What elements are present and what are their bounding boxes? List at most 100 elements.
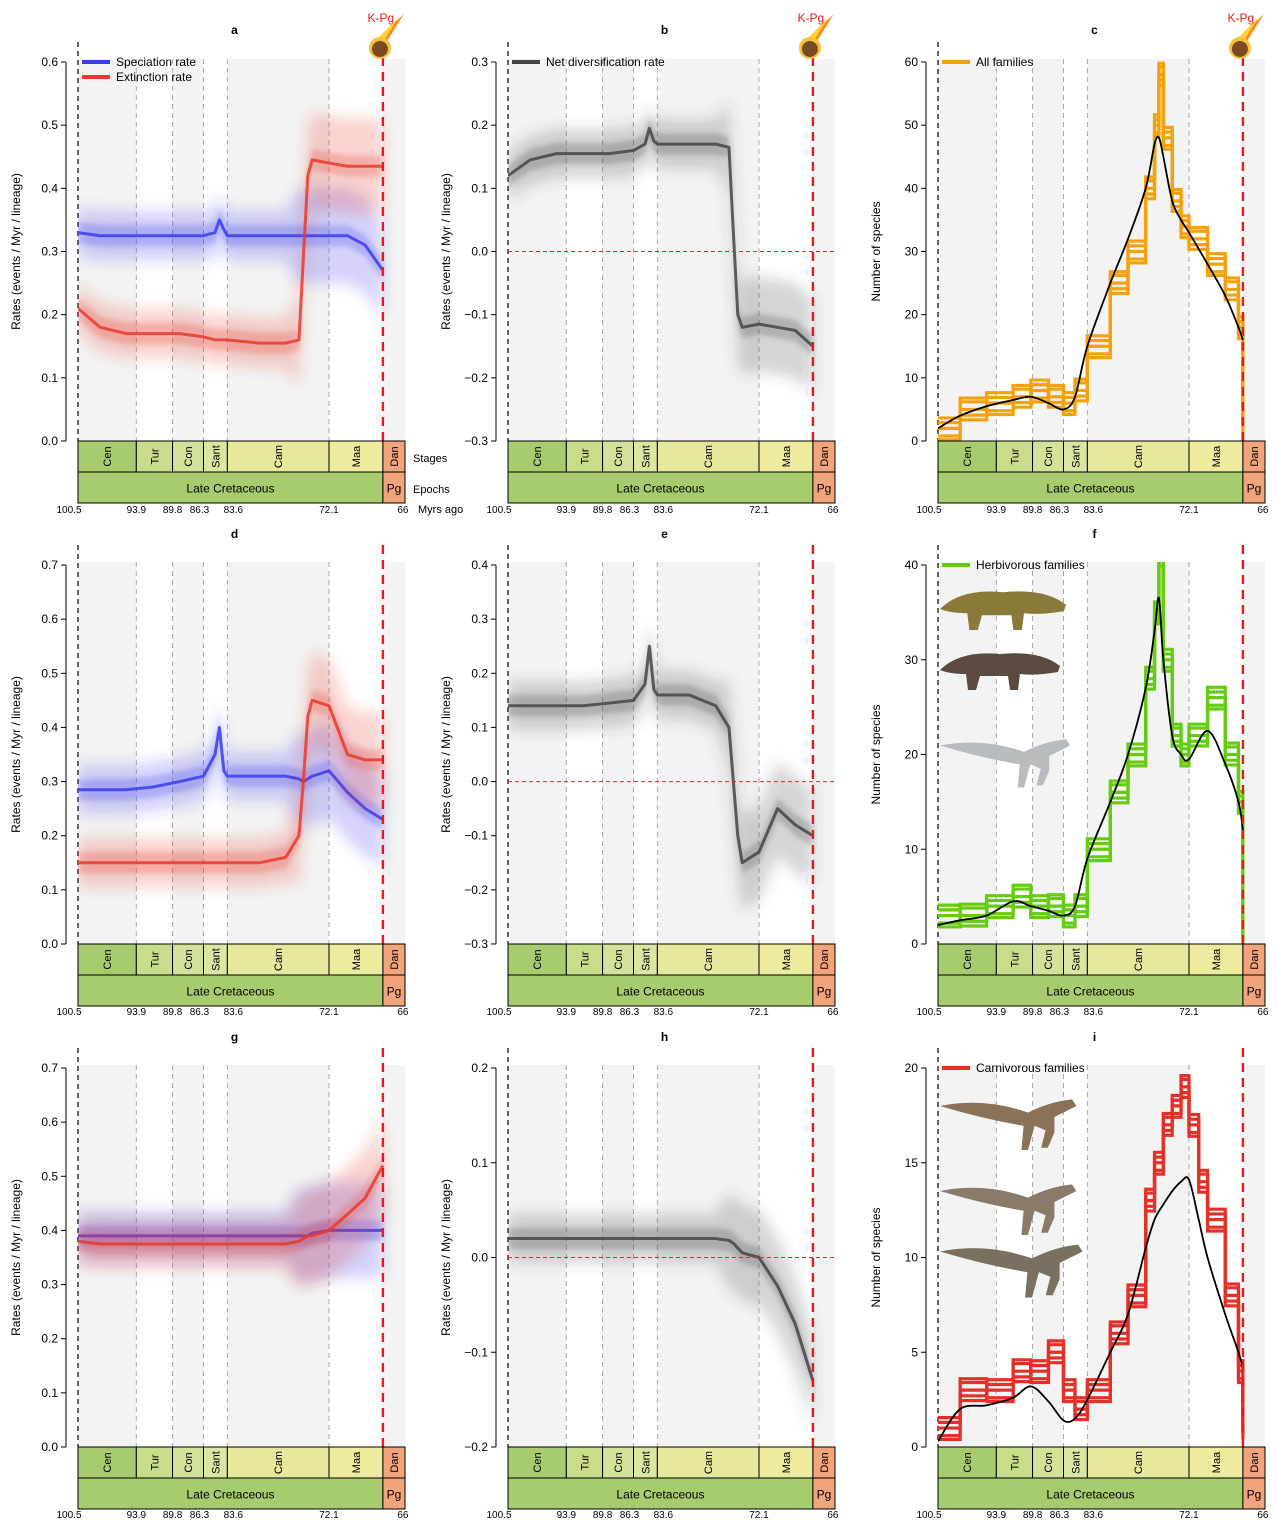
panel-h: −0.2 −0.1 0.0 0.1 0.2 Rates (events / Myr / l…: [439, 1030, 839, 1521]
stage-label: Dan: [389, 446, 401, 466]
panel-c: 0 10 20 30 40 50 60 Number of species c All famil…: [869, 11, 1269, 516]
stage-box-Maa: [328, 1446, 384, 1479]
epoch-box: [812, 1477, 836, 1510]
y-tick-label: 15: [905, 1156, 919, 1170]
y-tick-label: 0.0: [41, 434, 58, 448]
stage-box-Cen: [77, 943, 137, 976]
age-tick-label: 89.8: [593, 1007, 613, 1018]
age-tick-label: 72.1: [1179, 1007, 1199, 1018]
age-tick-label: 100.5: [486, 1510, 511, 1521]
age-tick-label: 89.8: [1023, 1007, 1043, 1018]
kpg-label: K-Pg: [368, 11, 395, 25]
panel-letter: d: [231, 527, 238, 541]
stage-label: Cam: [1133, 948, 1145, 971]
stage-label: Sant: [210, 445, 222, 468]
epoch-box: [507, 1477, 814, 1510]
epoch-box: [1242, 1477, 1266, 1510]
epoch-box: [812, 471, 836, 504]
panel-b: −0.3 −0.2 −0.1 0.0 0.1 0.2 0.3 Rates (events / …: [439, 11, 839, 516]
stage-label: Dan: [819, 446, 831, 466]
legend-label: All families: [976, 55, 1033, 69]
stage-box-Tur: [565, 943, 604, 976]
row-label-epochs: Epochs: [413, 484, 450, 496]
age-tick-label: 72.1: [319, 1007, 339, 1018]
y-tick-label: −0.3: [464, 937, 488, 951]
stage-box-Cen: [507, 440, 567, 473]
age-tick-label: 100.5: [486, 505, 511, 516]
stage-label: Cen: [962, 949, 974, 969]
y-tick-label: 0.4: [41, 720, 58, 734]
stage-label: Tur: [579, 951, 591, 967]
stage-shade-Cen: [508, 562, 567, 944]
epoch-label: Pg: [817, 482, 832, 496]
age-tick-label: 89.8: [163, 1007, 183, 1018]
y-tick-label: 0.7: [41, 558, 58, 572]
data-layer: [78, 112, 385, 388]
species-count-step-3: [938, 1077, 1245, 1438]
stage-label: Tur: [1009, 448, 1021, 464]
legend-label: Extinction rate: [116, 70, 192, 84]
ankylosaur-illustration: [940, 591, 1066, 630]
stage-label: Cam: [703, 445, 715, 468]
stage-label: Maa: [351, 948, 363, 970]
y-axis-label: Number of species: [869, 704, 883, 804]
age-tick-label: 100.5: [916, 1007, 941, 1018]
stage-label: Tur: [149, 448, 161, 464]
age-tick-label: 72.1: [749, 505, 769, 516]
stage-label: Cen: [102, 446, 114, 466]
panel-letter: g: [231, 1030, 238, 1044]
stage-box-Con: [172, 440, 204, 473]
y-axis-label: Number of species: [869, 1207, 883, 1307]
age-tick-label: 66: [1257, 1007, 1269, 1018]
tyrannosaur-illustration: [940, 1244, 1083, 1298]
stage-label: Maa: [781, 948, 793, 970]
stage-shade-Dan: [812, 59, 835, 441]
y-tick-label: −0.2: [464, 883, 488, 897]
stage-label: Cam: [273, 445, 285, 468]
stage-box-Cen: [507, 943, 567, 976]
panel-e: −0.3 −0.2 −0.1 0.0 0.1 0.2 0.3 0.4 Rates (events…: [439, 527, 839, 1018]
stage-box-Maa: [1188, 440, 1244, 473]
age-tick-label: 86.3: [190, 1510, 210, 1521]
y-tick-label: 50: [905, 118, 919, 132]
stage-label: Dan: [389, 949, 401, 969]
stage-shade-Dan: [382, 1065, 405, 1447]
epoch-label: Pg: [387, 985, 402, 999]
age-tick-label: 93.9: [557, 505, 577, 516]
epoch-box: [937, 1477, 1244, 1510]
meteor-icon: [1228, 14, 1264, 59]
y-tick-label: 0.0: [41, 1440, 58, 1454]
age-tick-label: 72.1: [319, 1510, 339, 1521]
stage-label: Cam: [703, 948, 715, 971]
stage-label: Sant: [210, 1451, 222, 1474]
stage-label: Maa: [781, 445, 793, 467]
epoch-label: Late Cretaceous: [1046, 985, 1134, 999]
stage-shade-Dan: [812, 562, 835, 944]
series-line-Net diversification rate: [508, 126, 814, 348]
stage-label: Cen: [962, 1452, 974, 1472]
y-tick-label: 0.2: [41, 308, 58, 322]
stage-box-Con: [172, 943, 204, 976]
stage-label: Con: [1043, 446, 1055, 466]
y-tick-label: 20: [905, 748, 919, 762]
y-tick-label: 0.1: [41, 1386, 58, 1400]
stage-label: Cen: [532, 1452, 544, 1472]
stage-box-Cam: [1086, 440, 1190, 473]
y-tick-label: 0.3: [41, 1278, 58, 1292]
age-tick-label: 66: [397, 1007, 409, 1018]
panel-letter: h: [661, 1030, 668, 1044]
epoch-box: [507, 974, 814, 1007]
data-layer: [508, 621, 814, 911]
age-tick-label: 72.1: [1179, 505, 1199, 516]
stage-label: Cen: [532, 446, 544, 466]
y-tick-label: 20: [905, 1061, 919, 1075]
meteor-rock: [801, 41, 818, 57]
stage-box-Maa: [1188, 1446, 1244, 1479]
epoch-box: [1242, 974, 1266, 1007]
stage-label: Tur: [149, 1454, 161, 1470]
age-tick-label: 89.8: [1023, 505, 1043, 516]
stage-box-Cam: [656, 440, 760, 473]
age-tick-label: 93.9: [557, 1510, 577, 1521]
stage-label: Maa: [351, 1451, 363, 1473]
series-line-series-1: [78, 1164, 385, 1246]
